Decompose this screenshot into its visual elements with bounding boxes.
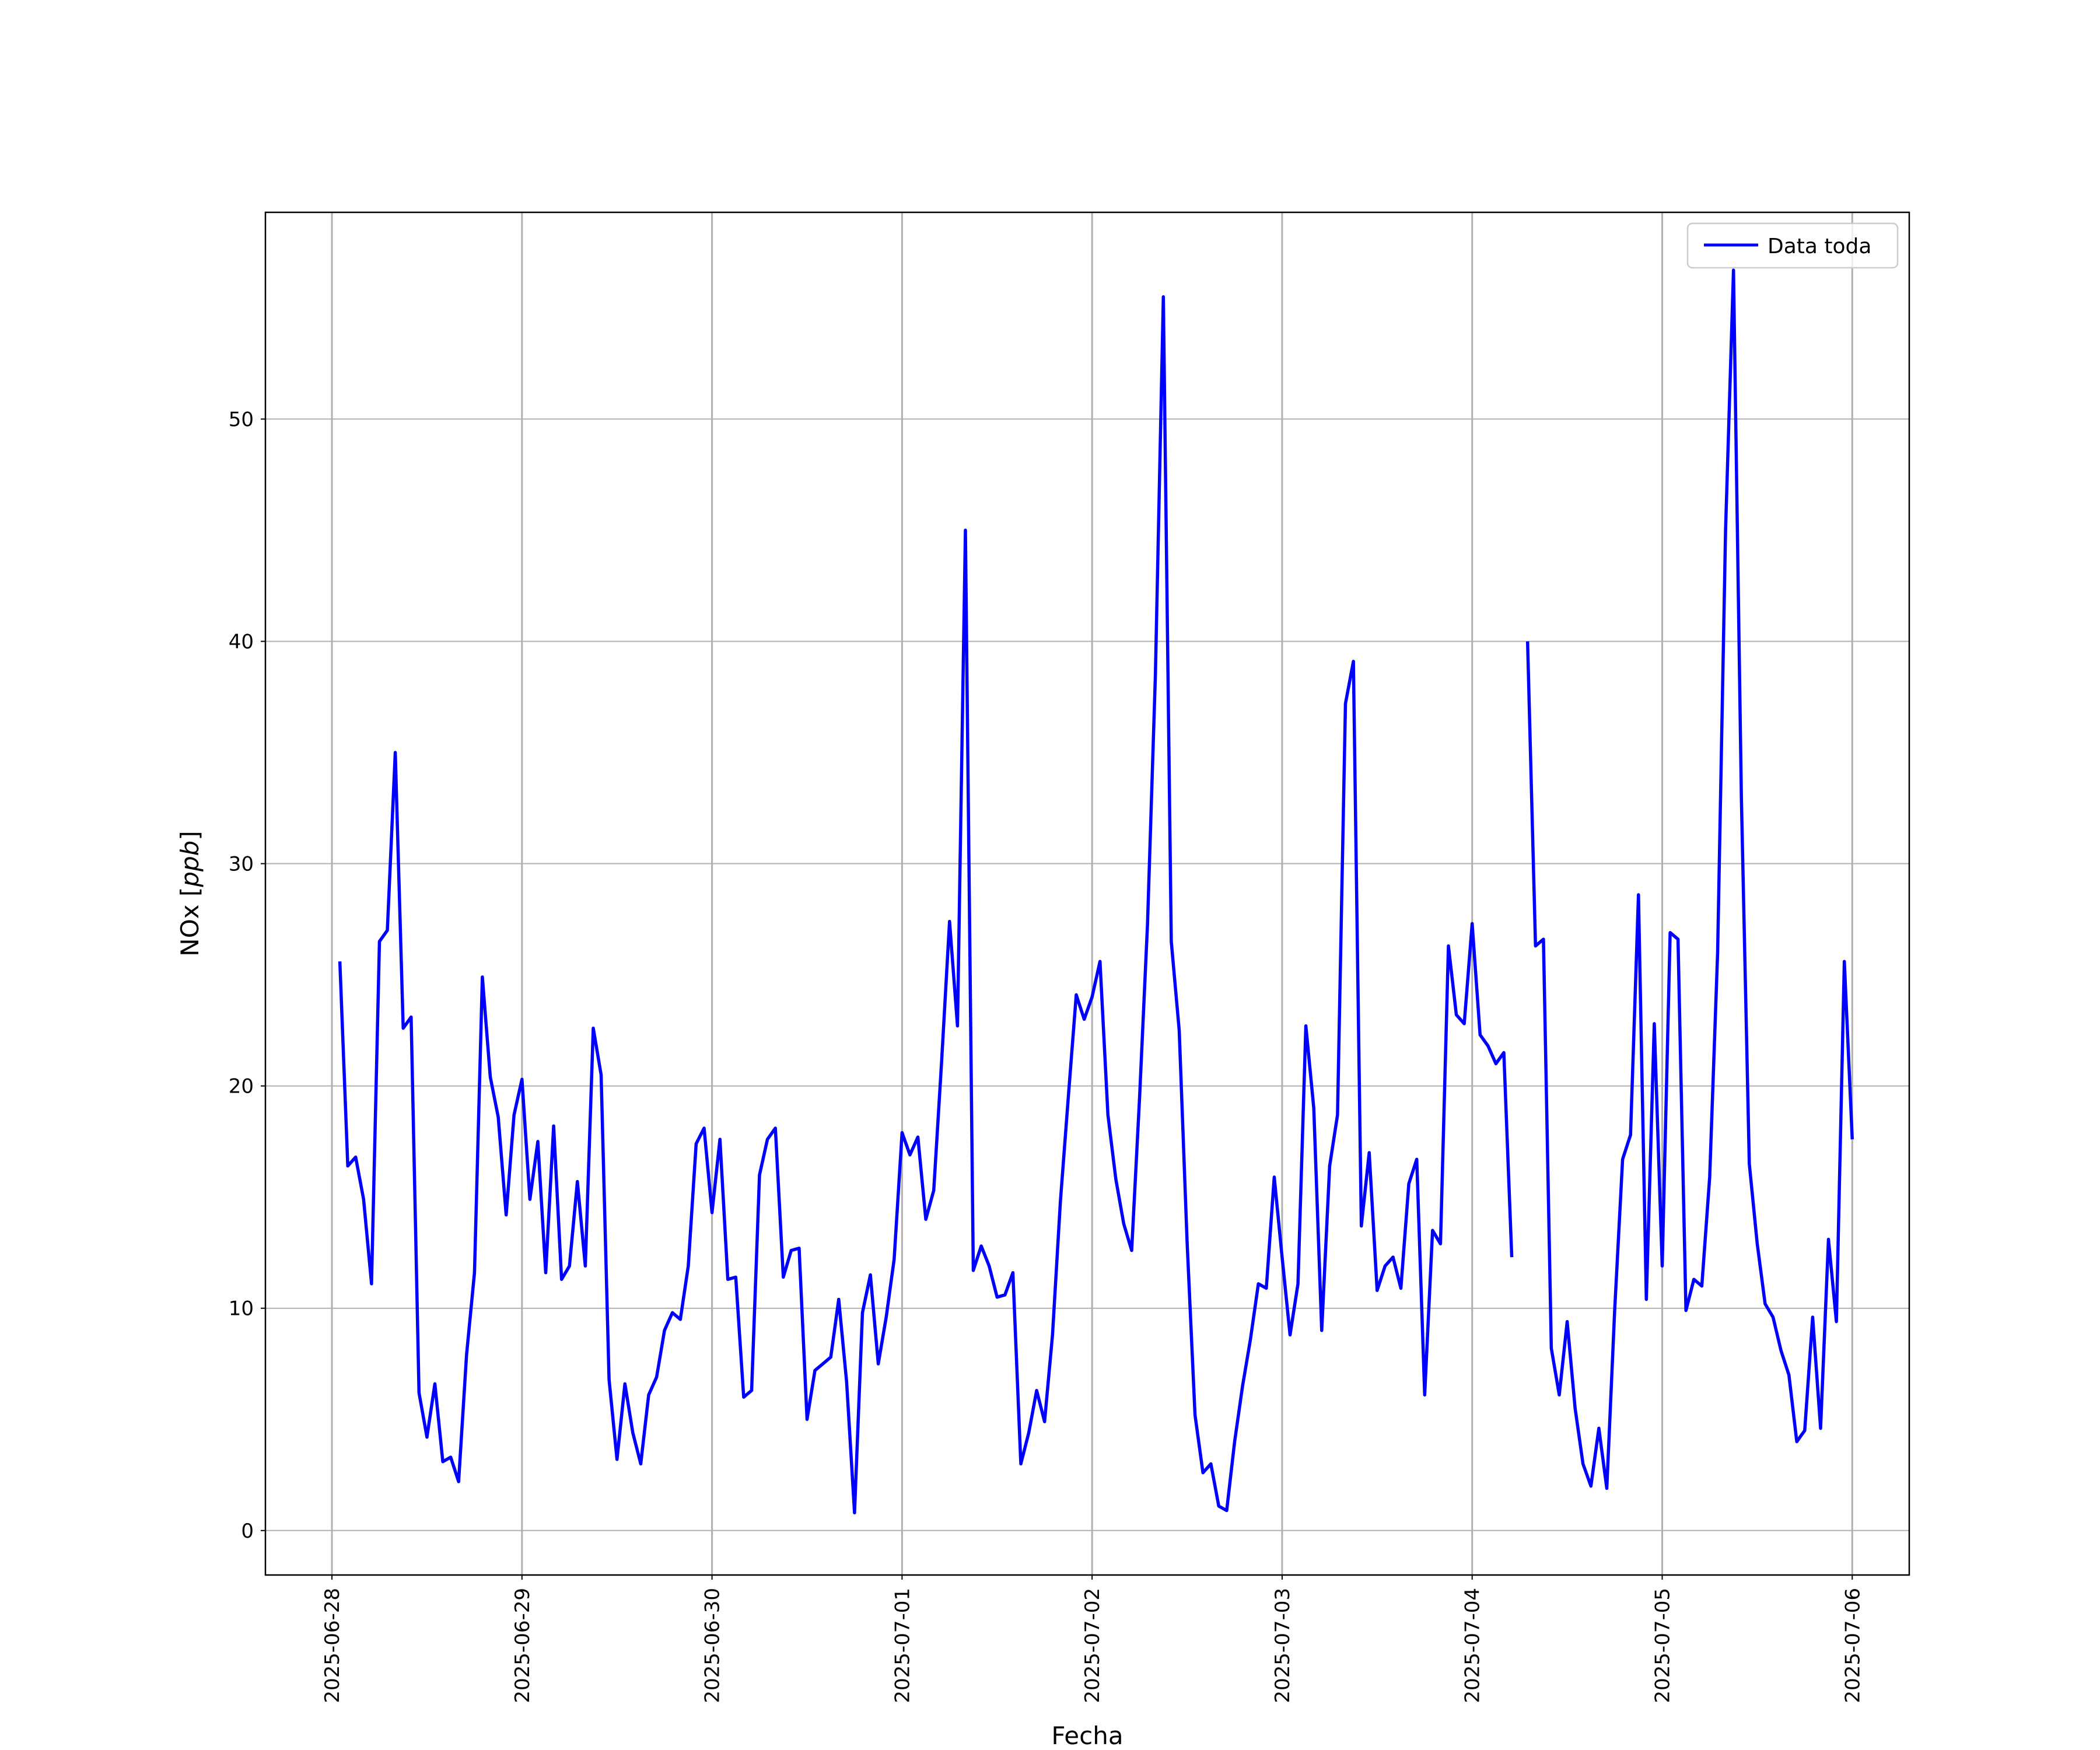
y-tick-label: 20 bbox=[229, 1075, 254, 1098]
y-axis-label-text: NOx [ bbox=[176, 887, 204, 957]
plot-area bbox=[338, 268, 1854, 1515]
x-tick-label: 2025-07-05 bbox=[1651, 1588, 1674, 1703]
x-tick-label: 2025-07-04 bbox=[1461, 1588, 1485, 1703]
y-tick-label: 50 bbox=[229, 408, 254, 431]
y-tick-label: 30 bbox=[229, 853, 254, 876]
x-tick-label: 2025-06-30 bbox=[701, 1588, 724, 1703]
x-tick-label: 2025-06-29 bbox=[511, 1588, 534, 1703]
y-axis-label: NOx [ppb] bbox=[176, 831, 204, 956]
y-tick-label: 10 bbox=[229, 1297, 254, 1321]
x-tick-label: 2025-07-06 bbox=[1841, 1588, 1864, 1703]
y-tick-label: 40 bbox=[229, 630, 254, 653]
x-axis-ticks: 2025-06-28 2025-06-29 2025-06-30 2025-07-01… bbox=[321, 1575, 1864, 1703]
x-tick-label: 2025-07-01 bbox=[891, 1588, 914, 1703]
x-tick-label: 2025-07-03 bbox=[1271, 1588, 1294, 1703]
y-axis-label-unit: ppb bbox=[176, 841, 204, 888]
y-tick-label: 0 bbox=[241, 1520, 254, 1543]
legend: Data toda bbox=[1686, 222, 1899, 269]
legend-box bbox=[1686, 222, 1899, 269]
y-axis-label-close: ] bbox=[176, 831, 204, 840]
legend-label: Data toda bbox=[1768, 235, 1871, 258]
axes-frame bbox=[264, 211, 1910, 1576]
x-tick-label: 2025-06-28 bbox=[321, 1588, 344, 1703]
y-axis-ticks: 0 10 20 30 40 50 bbox=[229, 408, 265, 1543]
grid bbox=[265, 212, 1909, 1575]
x-axis-label: Fecha bbox=[1051, 1721, 1123, 1750]
x-tick-label: 2025-07-02 bbox=[1081, 1588, 1104, 1703]
